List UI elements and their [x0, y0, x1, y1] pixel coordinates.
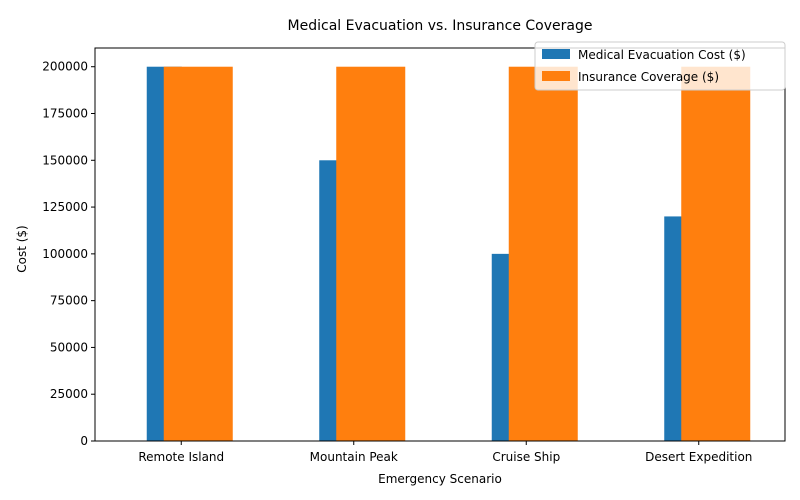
axes-layer: Remote Island Mountain Peak Cruise Ship Des… [42, 47, 786, 464]
y-tick-label-1: 25000 [50, 387, 88, 401]
x-tick-label-3: Desert Expedition [645, 450, 752, 464]
legend-swatch-insurance-coverage [542, 71, 570, 81]
y-tick-label-7: 175000 [42, 107, 88, 121]
bar-insurance-coverage-1 [336, 66, 406, 441]
legend-swatch-medical-evacuation [542, 49, 570, 59]
legend-label-medical-evacuation: Medical Evacuation Cost ($) [578, 48, 746, 62]
y-tick-label-8: 200000 [42, 60, 88, 74]
plot-frame [94, 47, 786, 442]
y-tick-label-0: 0 [80, 434, 88, 448]
y-tick-label-3: 75000 [50, 294, 88, 308]
bar-insurance-coverage-3 [681, 66, 751, 441]
y-tick-label-4: 100000 [42, 247, 88, 261]
y-tick-label-5: 125000 [42, 200, 88, 214]
x-tick-label-0: Remote Island [138, 450, 224, 464]
y-axis-label: Cost ($) [15, 225, 29, 273]
x-axis-label: Emergency Scenario [378, 472, 502, 486]
x-tick-label-2: Cruise Ship [492, 450, 560, 464]
bar-insurance-coverage-0 [163, 66, 233, 441]
chart-title: Medical Evacuation vs. Insurance Coverag… [288, 18, 593, 34]
legend: Medical Evacuation Cost ($) Insurance Co… [534, 41, 786, 91]
bar-insurance-coverage-2 [508, 66, 578, 441]
y-tick-label-2: 50000 [50, 340, 88, 354]
bars-layer [146, 66, 751, 442]
legend-label-insurance-coverage: Insurance Coverage ($) [578, 70, 719, 84]
y-tick-label-6: 150000 [42, 153, 88, 167]
legend-box [534, 41, 786, 91]
x-tick-label-1: Mountain Peak [310, 450, 398, 464]
